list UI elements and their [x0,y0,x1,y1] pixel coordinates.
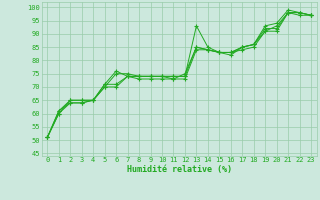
X-axis label: Humidité relative (%): Humidité relative (%) [127,165,232,174]
